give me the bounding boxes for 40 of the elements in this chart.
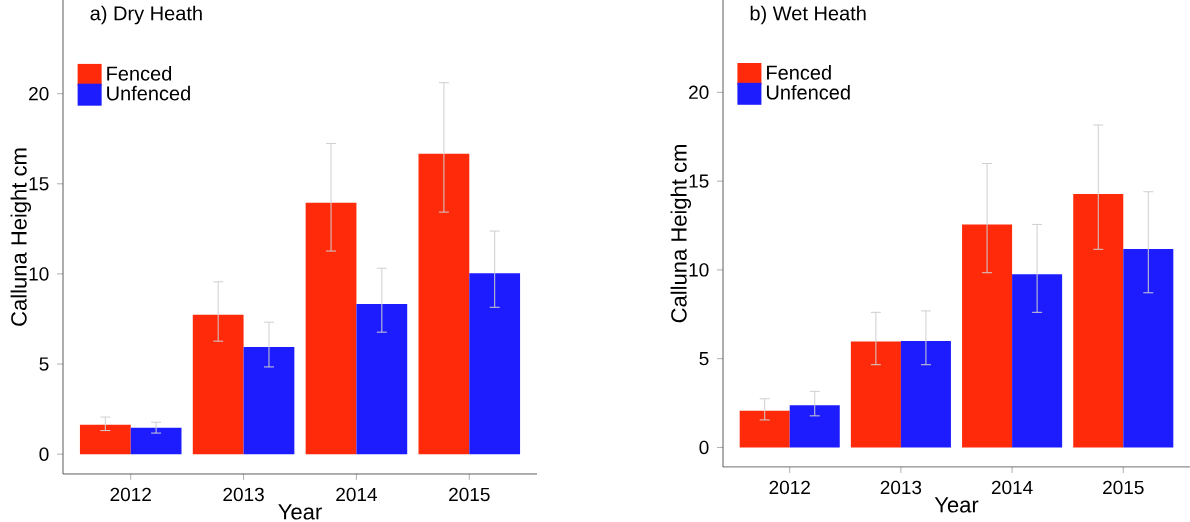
bar	[130, 427, 182, 455]
bar	[1123, 248, 1174, 448]
legend-label: Fenced	[767, 65, 831, 80]
x-tick-label: 2013	[223, 487, 264, 502]
y-tick-label: 20	[689, 85, 709, 100]
bar	[356, 304, 408, 455]
bar	[305, 202, 357, 455]
bar	[850, 341, 901, 448]
bar	[1073, 194, 1124, 448]
x-axis-title: Year	[278, 504, 322, 520]
x-tick-label: 2012	[110, 487, 151, 502]
x-tick-label: 2015	[449, 487, 490, 502]
x-tick-label: 2013	[880, 480, 922, 495]
bar	[243, 346, 295, 455]
bar	[789, 405, 840, 448]
x-tick-label: 2012	[769, 480, 810, 495]
x-tick-label: 2014	[991, 480, 1033, 495]
legend-label: Fenced	[107, 66, 172, 81]
x-axis-title: Year	[934, 497, 979, 513]
y-tick-label: 20	[29, 86, 49, 101]
y-tick-label: 0	[39, 447, 49, 461]
legend-label: Unfenced	[766, 84, 850, 100]
bar	[962, 224, 1013, 448]
y-tick-label: 5	[699, 352, 709, 366]
bar	[418, 153, 470, 455]
bar	[79, 424, 131, 455]
bar	[739, 410, 790, 448]
bar	[192, 314, 244, 455]
y-tick-label: 15	[29, 177, 49, 191]
x-tick-label: 2014	[336, 487, 377, 502]
legend-label: Unfenced	[107, 85, 190, 101]
y-tick-label: 15	[689, 174, 709, 188]
bar	[1012, 274, 1063, 448]
y-tick-label: 0	[699, 440, 709, 455]
y-tick-label: 5	[39, 357, 49, 371]
x-tick-label: 2015	[1103, 480, 1144, 495]
chart-title: b) Wet Heath	[750, 5, 866, 25]
chart-title: a) Dry Heath	[90, 5, 202, 25]
bar	[469, 273, 521, 455]
bar	[900, 340, 951, 448]
